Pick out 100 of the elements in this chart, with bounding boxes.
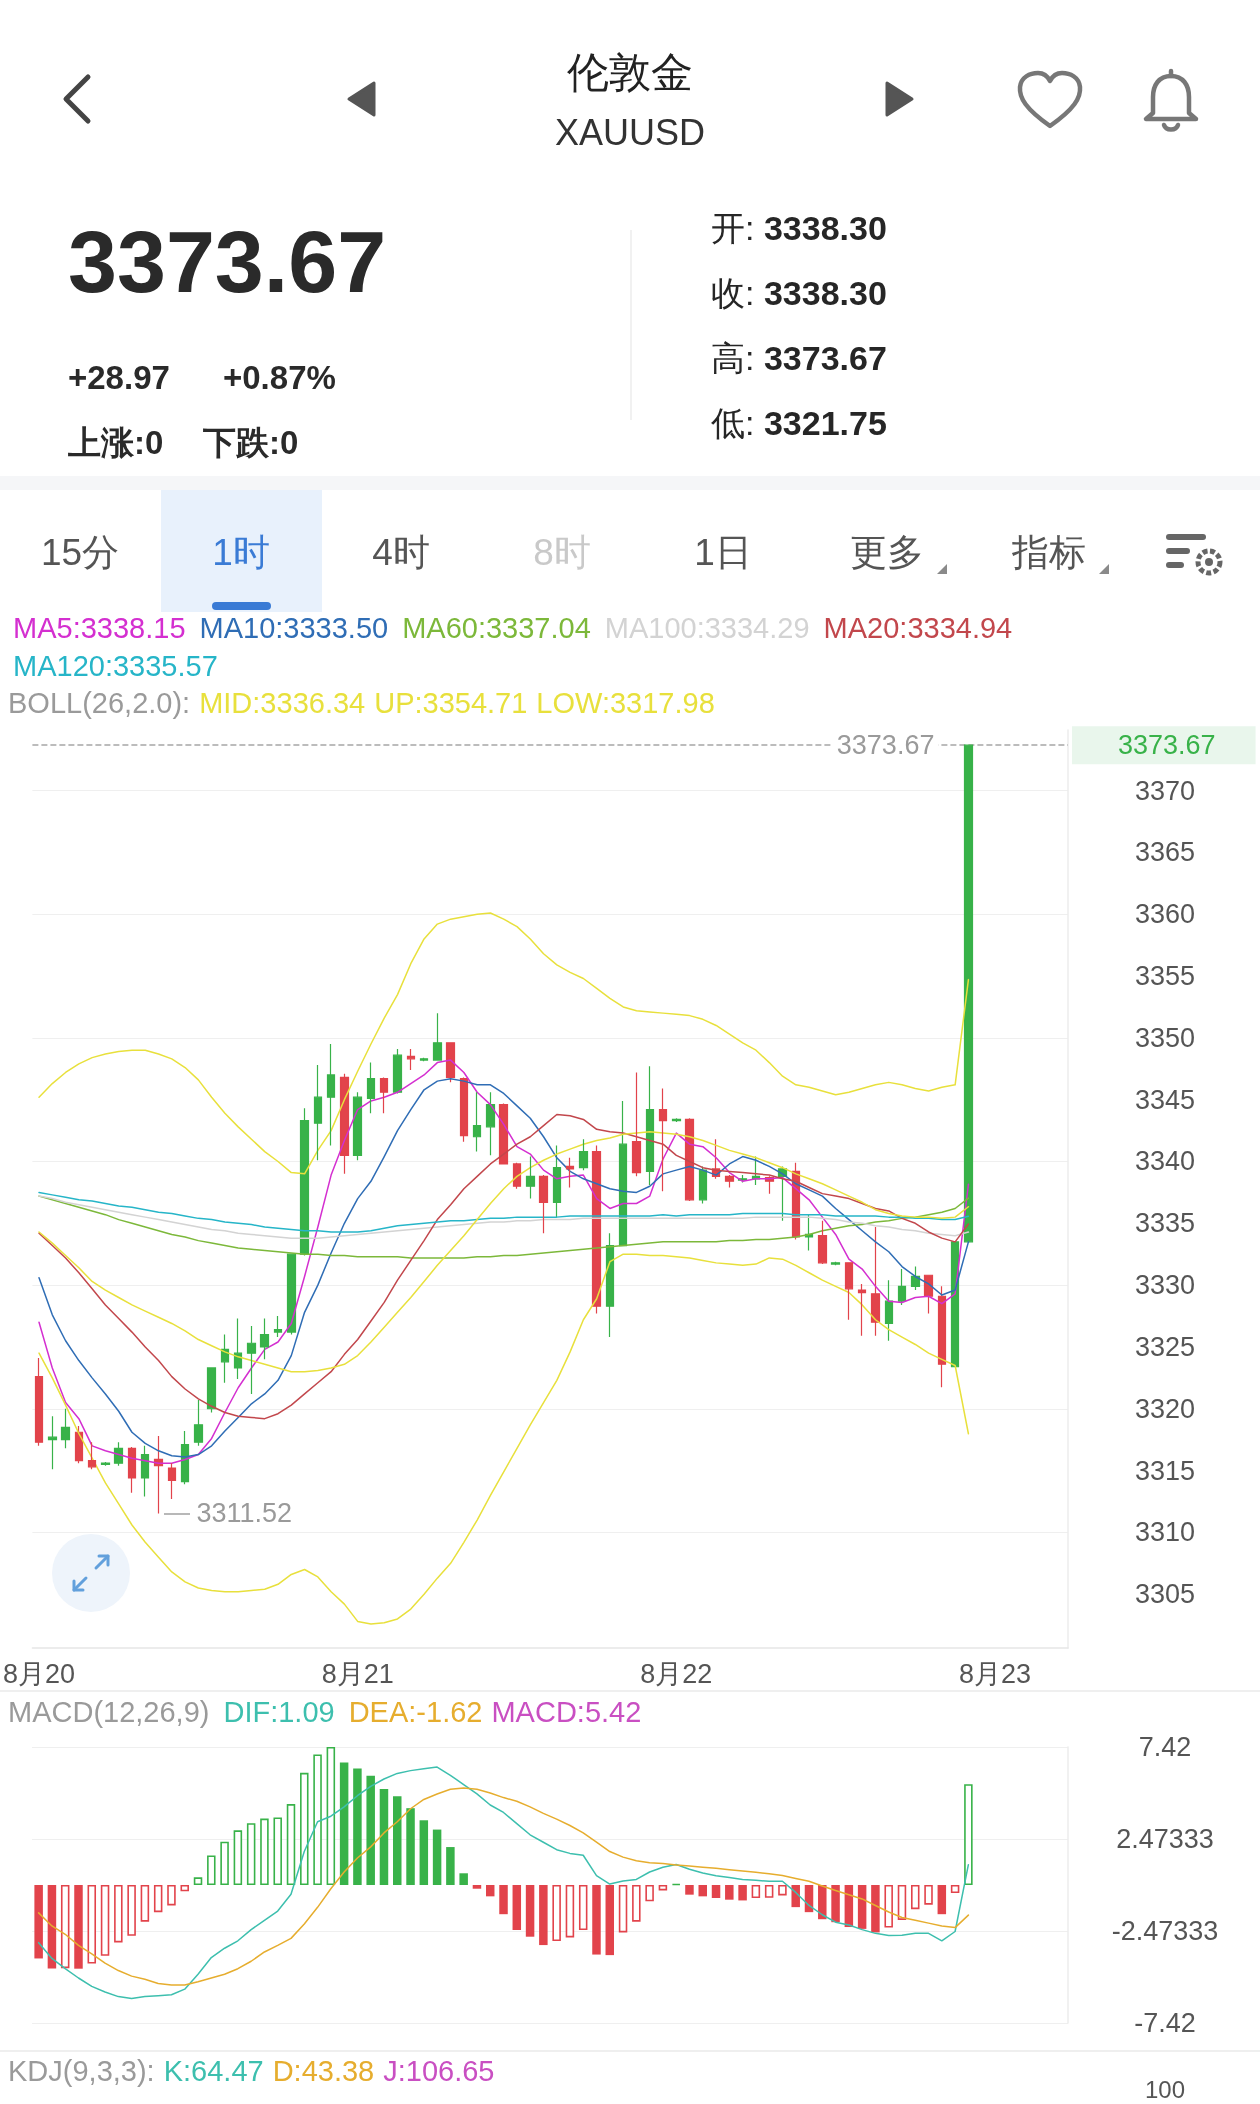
bar xyxy=(339,1762,349,1885)
bar xyxy=(764,1885,774,1898)
candlestick xyxy=(857,1283,867,1337)
candlestick xyxy=(445,1042,456,1083)
bar xyxy=(578,1885,588,1931)
bar xyxy=(74,1885,83,1969)
bar xyxy=(246,1823,256,1885)
candlestick xyxy=(658,1087,668,1192)
bar xyxy=(512,1885,522,1931)
bar xyxy=(393,1796,402,1885)
text: MA60:3337.04 xyxy=(402,612,591,644)
y-tick-label: 3370 xyxy=(1134,775,1196,806)
text: 100 xyxy=(1144,2075,1186,2104)
bar xyxy=(379,1789,389,1885)
bar xyxy=(432,1829,442,1885)
bar xyxy=(406,1808,415,1885)
candlestick xyxy=(844,1262,854,1321)
bar xyxy=(725,1885,734,1900)
bar xyxy=(207,1855,216,1885)
candlestick xyxy=(459,1076,469,1143)
text: 4时 xyxy=(372,531,430,574)
y-tick-label: 3340 xyxy=(1134,1146,1196,1177)
candlestick xyxy=(485,1091,496,1156)
bar xyxy=(87,1885,97,1964)
ref-line-label: 3373.67 xyxy=(1118,730,1216,761)
bar xyxy=(499,1885,508,1915)
bar xyxy=(831,1885,840,1923)
y-tick-label: 3310 xyxy=(1134,1517,1196,1548)
y-tick-label: 3335 xyxy=(1134,1208,1196,1239)
y-tick-label: 3365 xyxy=(1134,837,1196,868)
candlestick xyxy=(286,1253,297,1336)
bar xyxy=(313,1754,322,1885)
bar xyxy=(459,1873,468,1885)
line-series xyxy=(38,1191,970,1233)
candlestick xyxy=(206,1367,217,1414)
bar xyxy=(645,1885,654,1902)
text: MA120:3335.57 xyxy=(13,649,218,682)
bar xyxy=(605,1885,615,1956)
candlestick xyxy=(565,1157,575,1189)
candlestick xyxy=(220,1333,230,1384)
bar xyxy=(937,1885,947,1915)
bar xyxy=(950,1885,960,1893)
candlestick xyxy=(698,1165,708,1205)
candlestick xyxy=(923,1274,934,1315)
candlestick xyxy=(259,1317,270,1360)
y-tick-label: 3360 xyxy=(1134,899,1196,930)
bar xyxy=(140,1885,150,1922)
text: 上涨:0 xyxy=(68,423,164,462)
candlestick xyxy=(419,1057,429,1062)
y-tick-label: 3350 xyxy=(1134,1022,1196,1053)
text: LOW:3317.98 xyxy=(536,687,715,719)
bar xyxy=(871,1885,880,1933)
candlestick xyxy=(605,1232,615,1338)
candlestick xyxy=(498,1102,509,1165)
bar xyxy=(552,1885,561,1941)
text: UP:3354.71 xyxy=(374,687,528,719)
y-tick-label: -7.42 xyxy=(1134,2008,1196,2038)
candlestick xyxy=(631,1071,642,1177)
y-tick-label: 3305 xyxy=(1134,1579,1196,1610)
candlestick xyxy=(937,1285,947,1388)
bar xyxy=(326,1747,336,1885)
candlestick xyxy=(671,1117,682,1123)
bar xyxy=(180,1885,189,1892)
candlestick xyxy=(47,1415,58,1470)
line-series xyxy=(38,912,970,1175)
bar xyxy=(685,1885,694,1895)
candlestick xyxy=(406,1048,416,1071)
line-series xyxy=(38,1113,970,1420)
text: MACD:5.42 xyxy=(491,1696,642,1728)
candlestick xyxy=(87,1441,97,1470)
candlestick xyxy=(113,1441,124,1467)
candlestick xyxy=(645,1065,655,1186)
y-tick-label: -2.47333 xyxy=(1111,1916,1219,1946)
text: 1时 xyxy=(212,531,270,574)
y-tick-label: 2.47333 xyxy=(1116,1824,1214,1854)
text: MID:3336.34 xyxy=(199,687,366,719)
candlestick xyxy=(326,1043,336,1147)
bar xyxy=(525,1885,535,1937)
candlestick xyxy=(74,1425,84,1464)
candlestick xyxy=(233,1317,243,1380)
bar xyxy=(751,1885,761,1899)
y-tick-label: 3315 xyxy=(1134,1455,1196,1486)
candlestick xyxy=(512,1162,522,1190)
bar xyxy=(300,1772,309,1885)
text: 开: 3338.30 xyxy=(711,209,887,248)
text: 伦敦金 xyxy=(567,48,693,97)
bar xyxy=(658,1885,668,1891)
bar xyxy=(964,1784,973,1885)
candlestick xyxy=(538,1174,549,1234)
bar xyxy=(738,1885,747,1901)
text: 1日 xyxy=(694,531,752,574)
candlestick xyxy=(140,1445,150,1498)
candlestick xyxy=(273,1315,283,1338)
x-tick-label: 8月22 xyxy=(640,1658,713,1689)
legend-label: D:43.38 xyxy=(272,2055,375,2088)
y-tick-label: 3345 xyxy=(1134,1084,1196,1115)
candlestick xyxy=(34,1357,44,1447)
text: 收: 3338.30 xyxy=(711,274,887,313)
candlestick xyxy=(830,1261,841,1266)
candlestick xyxy=(472,1091,482,1153)
